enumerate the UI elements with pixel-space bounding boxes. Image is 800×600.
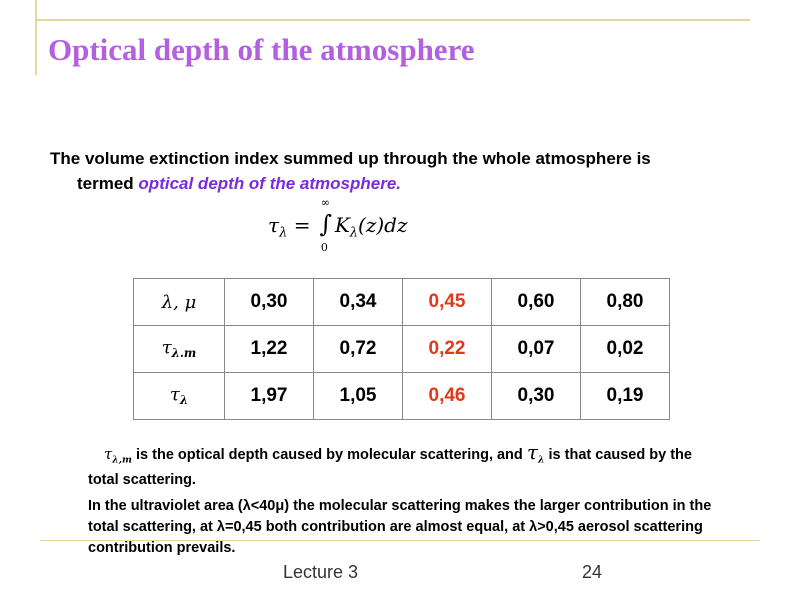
symbol: τ [161, 337, 172, 359]
table-cell: 0,45 [402, 278, 492, 326]
formula-part: K [334, 213, 350, 237]
table-cell: 0,80 [580, 278, 670, 326]
emphasis: optical depth of the atmosphere. [138, 174, 402, 193]
data-table: λ, μ 0,30 0,34 0,45 0,60 0,80 τλ.m 1,22 0,72 0,22… [133, 278, 670, 420]
formula-part: τ [268, 213, 280, 237]
decor-line [40, 540, 760, 541]
notes: τλ,m is the optical depth caused by mole… [88, 442, 718, 564]
table-cell: 0,30 [224, 278, 314, 326]
table-cell: 0,19 [580, 372, 670, 420]
table-row: τλ.m 1,22 0,72 0,22 0,07 0,02 [133, 325, 670, 373]
row-header: τλ [133, 372, 225, 420]
table-cell: 1,05 [313, 372, 403, 420]
table-cell: 0,72 [313, 325, 403, 373]
table-cell: 0,34 [313, 278, 403, 326]
symbol-sub: λ [537, 454, 545, 466]
symbol-sub: λ.m [171, 346, 197, 361]
table-cell: 0,22 [402, 325, 492, 373]
decor-line [35, 0, 37, 75]
formula-part: λ [279, 225, 288, 241]
symbol-sub: λ [179, 393, 189, 408]
formula-part: ∞ [320, 196, 330, 209]
row-header: τλ.m [133, 325, 225, 373]
intro: The volume extinction index summed up th… [50, 149, 651, 193]
row-header: λ, μ [133, 278, 225, 326]
note: τλ,m is the optical depth caused by mole… [88, 442, 718, 491]
intro-text: The volume extinction index summed up th… [50, 146, 697, 196]
formula-part: = [293, 213, 311, 237]
table-cell: 0,60 [491, 278, 581, 326]
formula-part: 0 [320, 241, 328, 254]
slide-title: Optical depth of the atmosphere [48, 32, 475, 67]
formula-part: ∫ [319, 210, 333, 238]
symbol: τ [526, 440, 538, 464]
table-cell: 0,07 [491, 325, 581, 373]
symbol: τ [104, 447, 113, 463]
table-cell: 0,46 [402, 372, 492, 420]
table-cell: 0,30 [491, 372, 581, 420]
note-text: is that caused by the total scattering. [88, 447, 692, 489]
symbol-sub: λ,m [112, 454, 132, 466]
formula-part: λ [349, 225, 359, 241]
page-number: 24 [582, 562, 603, 582]
decor-line [35, 19, 750, 21]
footer-label: Lecture 3 [283, 562, 359, 582]
table-cell: 1,22 [224, 325, 314, 373]
table-cell: 1,97 [224, 372, 314, 420]
note: In the ultraviolet area (λ<40μ) the mole… [88, 498, 712, 557]
symbol: λ, μ [161, 291, 197, 313]
table-row: τλ 1,97 1,05 0,46 0,30 0,19 [133, 372, 670, 420]
formula: τλ = ∞ ∫ 0 Kλ(z)dz [268, 196, 408, 262]
integral: ∞ ∫ 0 [317, 196, 335, 254]
table-row: λ, μ 0,30 0,34 0,45 0,60 0,80 [133, 278, 670, 326]
note-text: is the optical depth caused by molecular… [131, 447, 527, 463]
table-cell: 0,02 [580, 325, 670, 373]
symbol: τ [169, 384, 180, 406]
formula-part: (z)dz [358, 213, 408, 237]
